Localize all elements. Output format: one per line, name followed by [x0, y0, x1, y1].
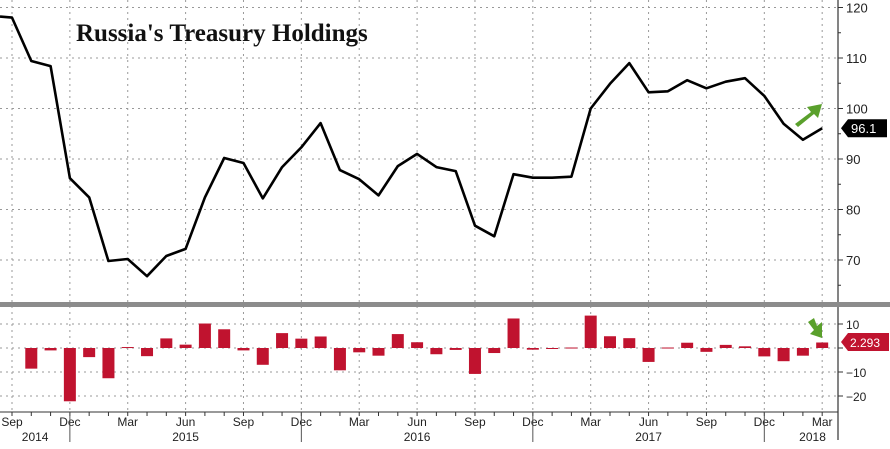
change-bar [449, 348, 462, 350]
change-bar [25, 348, 38, 369]
change-bar [295, 338, 308, 348]
change-bar [739, 346, 752, 348]
change-bar [584, 315, 597, 348]
change-bar [391, 334, 404, 348]
panel-separator [0, 302, 890, 307]
last-change-label: 2.293 [850, 336, 880, 350]
x-month-label: Sep [1, 415, 23, 429]
change-bar [218, 329, 231, 348]
change-bar [796, 348, 809, 356]
y-tick-label-top: 110 [846, 51, 867, 66]
change-bar [372, 348, 385, 356]
last-value-label: 96.1 [851, 121, 876, 136]
y-tick-label-bottom: 10 [846, 318, 860, 332]
change-bar [237, 348, 250, 351]
change-bar [314, 336, 327, 348]
change-bar [700, 348, 713, 352]
change-bar [681, 342, 694, 348]
change-bar [44, 348, 57, 351]
x-year-label: 2015 [172, 430, 199, 444]
x-year-label: 2016 [404, 430, 431, 444]
change-bar [333, 348, 346, 371]
change-bar [642, 348, 655, 362]
y-tick-label-bottom: −20 [846, 390, 867, 404]
change-bar [565, 347, 578, 349]
y-tick-label-top: 120 [846, 1, 868, 16]
change-bar [121, 347, 134, 349]
change-bar [353, 348, 366, 353]
y-tick-label-top: 100 [846, 102, 868, 117]
change-bar [546, 348, 559, 349]
down-arrow-icon [808, 318, 822, 338]
x-year-label: 2014 [22, 430, 49, 444]
change-bar [623, 338, 636, 348]
change-bar [488, 348, 501, 354]
change-bar [468, 348, 481, 374]
x-month-label: Mar [580, 415, 601, 429]
x-year-label: 2018 [799, 430, 826, 444]
change-bar [603, 336, 616, 348]
x-month-label: Mar [812, 415, 833, 429]
change-bar [777, 348, 790, 362]
up-arrow-icon [795, 104, 822, 127]
x-month-label: Jun [407, 415, 426, 429]
x-month-label: Mar [117, 415, 138, 429]
last-value-badge [841, 119, 887, 138]
holdings-line [0, 15, 823, 278]
y-tick-label-top: 90 [846, 152, 860, 167]
x-month-label: Mar [349, 415, 370, 429]
change-bar [816, 342, 829, 348]
change-bar [507, 318, 520, 348]
change-bar [276, 333, 289, 348]
x-month-label: Sep [464, 415, 486, 429]
change-bar [141, 348, 154, 357]
change-bar [160, 338, 173, 348]
change-bar [83, 348, 96, 358]
change-bar [198, 323, 211, 348]
change-bar [179, 344, 192, 348]
change-bar [63, 348, 76, 402]
x-year-label: 2017 [635, 430, 662, 444]
change-bar [719, 344, 732, 348]
change-bar [411, 342, 424, 348]
change-bar [102, 348, 115, 379]
change-bar [758, 348, 771, 357]
x-month-label: Jun [639, 415, 658, 429]
last-change-badge [841, 333, 889, 351]
y-tick-label-top: 80 [846, 203, 860, 218]
y-tick-label-bottom: −10 [846, 366, 867, 380]
change-bar [661, 347, 674, 349]
chart-title: Russia's Treasury Holdings [76, 20, 368, 47]
x-month-label: Jun [176, 415, 195, 429]
x-month-label: Sep [696, 415, 718, 429]
y-tick-label-top: 70 [846, 253, 860, 268]
change-bar [526, 348, 539, 350]
change-bar [430, 348, 443, 355]
x-month-label: Sep [233, 415, 255, 429]
change-bar [256, 348, 269, 365]
